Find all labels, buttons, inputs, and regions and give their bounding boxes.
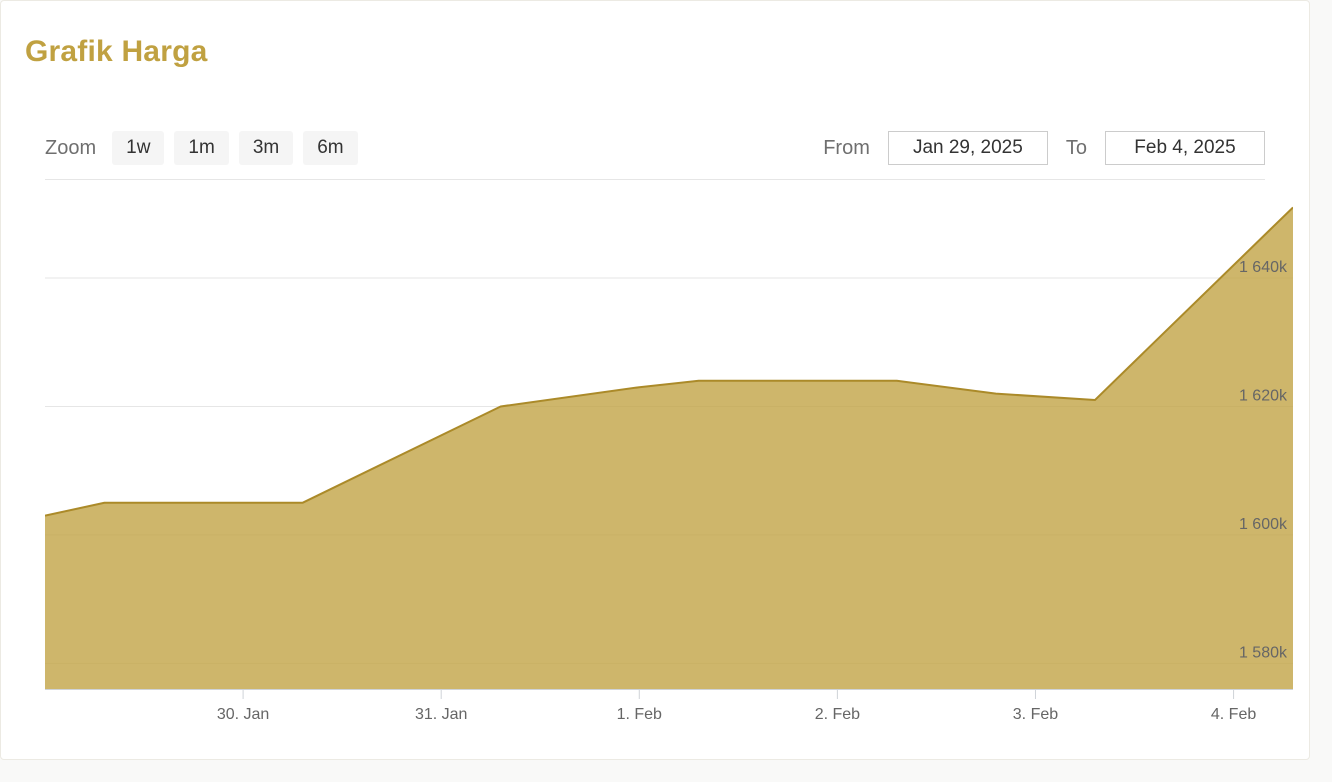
to-label: To: [1066, 137, 1087, 160]
chart-card: Grafik Harga Zoom 1w 1m 3m 6m From To 30…: [0, 0, 1310, 760]
card-title: Grafik Harga: [25, 35, 207, 69]
chart-toolbar: Zoom 1w 1m 3m 6m From To: [45, 131, 1265, 180]
zoom-button-1m[interactable]: 1m: [174, 131, 228, 165]
zoom-button-3m[interactable]: 3m: [239, 131, 293, 165]
zoom-button-1w[interactable]: 1w: [112, 131, 164, 165]
zoom-label: Zoom: [45, 137, 96, 160]
svg-text:1 580k: 1 580k: [1239, 644, 1288, 661]
from-label: From: [823, 137, 870, 160]
chart-plot[interactable]: 30. Jan 31. Jan 1. Feb 2. Feb 3. Feb 4. Feb 1 …: [45, 201, 1293, 760]
svg-text:1 620k: 1 620k: [1239, 387, 1288, 404]
date-range-group: From To: [823, 131, 1265, 165]
to-date-input[interactable]: [1105, 131, 1265, 165]
svg-text:1 640k: 1 640k: [1239, 259, 1288, 276]
svg-text:1 600k: 1 600k: [1239, 516, 1288, 533]
from-date-input[interactable]: [888, 131, 1048, 165]
zoom-button-6m[interactable]: 6m: [303, 131, 357, 165]
svg-text:31. Jan: 31. Jan: [415, 706, 467, 723]
svg-text:2. Feb: 2. Feb: [815, 706, 860, 723]
svg-text:4. Feb: 4. Feb: [1211, 706, 1256, 723]
svg-text:1. Feb: 1. Feb: [617, 706, 662, 723]
chart-svg: 30. Jan 31. Jan 1. Feb 2. Feb 3. Feb 4. Feb 1 …: [45, 201, 1293, 760]
svg-text:3. Feb: 3. Feb: [1013, 706, 1058, 723]
zoom-group: Zoom 1w 1m 3m 6m: [45, 131, 358, 165]
svg-text:30. Jan: 30. Jan: [217, 706, 269, 723]
